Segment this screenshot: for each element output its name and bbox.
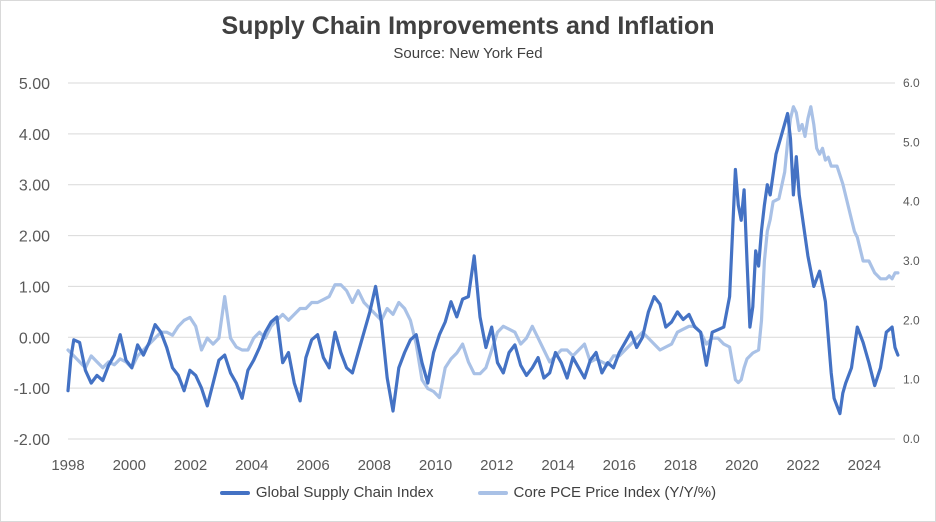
x-tick-label: 2006 (296, 457, 329, 474)
y-right-tick-label: 0.0 (903, 432, 920, 446)
x-tick-label: 2014 (541, 457, 574, 474)
y-left-tick-label: 0.00 (19, 330, 50, 347)
y-right-tick-label: 2.0 (903, 313, 920, 327)
y-right-tick-label: 4.0 (903, 195, 920, 209)
legend: Global Supply Chain Index Core PCE Price… (0, 484, 936, 501)
series-lines (66, 105, 900, 416)
legend-swatch-core-pce (477, 490, 508, 495)
y-right-tick-label: 6.0 (903, 76, 920, 90)
y-right-tick-label: 3.0 (903, 254, 920, 268)
y-left-tick-label: 2.00 (19, 229, 50, 246)
y-axis-left: -2.00 -1.00 0.00 1.00 2.00 3.00 4.00 5.00 (14, 76, 51, 449)
y-left-tick-label: 5.00 (19, 76, 50, 93)
legend-item-core-pce: Core PCE Price Index (Y/Y/%) (477, 484, 717, 501)
legend-label-core-pce: Core PCE Price Index (Y/Y/%) (513, 484, 717, 501)
chart-title: Supply Chain Improvements and Inflation (221, 12, 715, 40)
x-tick-label: 2010 (419, 457, 452, 474)
x-tick-label: 2000 (113, 457, 146, 474)
legend-swatch-supply-chain (219, 490, 250, 495)
x-axis: 1998 2000 2002 2004 2006 2008 2010 2012 2014 2016… (51, 457, 881, 474)
x-tick-label: 2012 (480, 457, 513, 474)
y-left-tick-label: -2.00 (14, 432, 51, 449)
series-line-supply-chain (66, 111, 900, 416)
x-tick-label: 2016 (603, 457, 636, 474)
y-right-tick-label: 1.0 (903, 373, 920, 387)
x-tick-label: 2002 (174, 457, 207, 474)
legend-item-supply-chain: Global Supply Chain Index (219, 484, 434, 501)
y-left-tick-label: 1.00 (19, 279, 50, 296)
x-tick-label: 2020 (725, 457, 758, 474)
x-tick-label: 1998 (51, 457, 84, 474)
y-left-tick-label: 4.00 (19, 127, 50, 144)
gridlines (68, 82, 895, 440)
y-right-tick-label: 5.0 (903, 135, 920, 149)
y-left-tick-label: 3.00 (19, 178, 50, 195)
x-tick-label: 2004 (235, 457, 268, 474)
x-tick-label: 2008 (358, 457, 391, 474)
y-axis-right: 0.0 1.0 2.0 3.0 4.0 5.0 6.0 (903, 76, 920, 446)
legend-label-supply-chain: Global Supply Chain Index (255, 484, 434, 501)
series-line-core-pce (66, 105, 900, 400)
y-left-tick-label: -1.00 (14, 381, 51, 398)
x-tick-label: 2022 (786, 457, 819, 474)
x-tick-label: 2018 (664, 457, 697, 474)
x-tick-label: 2024 (848, 457, 881, 474)
chart-subtitle: Source: New York Fed (393, 45, 543, 62)
